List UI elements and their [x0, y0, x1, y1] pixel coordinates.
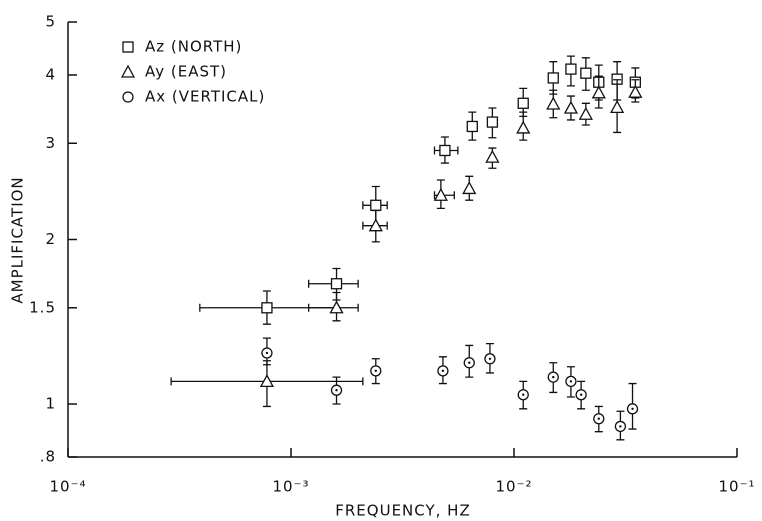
circle-dot — [579, 393, 583, 396]
square-marker — [261, 302, 273, 314]
circle-dot — [569, 380, 573, 383]
square-marker — [370, 199, 382, 211]
x-axis-label: FREQUENCY, HZ — [335, 502, 470, 520]
y-tick-label: 3 — [45, 134, 56, 152]
circle-dot — [597, 417, 600, 420]
circle-dot — [522, 393, 525, 396]
triangle-marker — [462, 181, 477, 195]
x-tick-label: 10⁻³ — [272, 478, 309, 496]
legend-label: Ay (EAST) — [145, 63, 227, 81]
triangle-marker — [329, 300, 344, 314]
triangle-marker — [259, 374, 275, 388]
y-tick-label: 2 — [45, 230, 56, 248]
square-marker — [517, 97, 529, 109]
square-marker — [439, 144, 451, 157]
legend-marker — [120, 64, 136, 78]
circle-dot — [488, 357, 492, 360]
legend-marker — [122, 91, 134, 103]
x-tick-label: 10⁻¹ — [718, 478, 755, 496]
triangle-marker — [610, 99, 625, 113]
square-marker — [466, 120, 478, 133]
circle-dot — [468, 361, 471, 364]
triangle-marker — [563, 100, 579, 114]
square-marker — [565, 63, 577, 75]
triangle-marker — [591, 85, 606, 99]
triangle-marker — [628, 84, 643, 98]
triangle-marker — [516, 120, 531, 134]
triangle-marker — [546, 96, 561, 110]
circle-dot — [335, 389, 338, 392]
legend-label: Az (NORTH) — [145, 38, 242, 56]
y-tick-label: 1 — [45, 395, 56, 413]
circle-dot — [631, 407, 634, 411]
legend-marker — [122, 41, 134, 53]
circle-dot — [265, 351, 269, 355]
y-tick-label: 1.5 — [29, 298, 56, 316]
y-tick-label: .8 — [40, 448, 56, 466]
circle-dot — [552, 375, 555, 379]
legend-label: Ax (VERTICAL) — [145, 88, 265, 106]
square-marker — [486, 116, 499, 128]
x-tick-label: 10⁻² — [495, 478, 532, 496]
y-tick-label: 5 — [45, 13, 56, 31]
triangle-marker — [433, 187, 448, 201]
square-marker — [330, 278, 343, 290]
y-tick-label: 4 — [45, 65, 56, 83]
square-marker — [547, 72, 559, 84]
circle-dot — [619, 425, 622, 428]
y-axis-label: AMPLIFICATION — [9, 176, 27, 303]
circle-dot — [374, 369, 377, 373]
triangle-marker — [368, 218, 383, 232]
x-tick-label: 10⁻⁴ — [49, 478, 86, 496]
triangle-marker — [485, 149, 500, 163]
triangle-marker — [578, 106, 593, 120]
circle-dot — [441, 369, 445, 373]
square-marker — [580, 67, 592, 79]
